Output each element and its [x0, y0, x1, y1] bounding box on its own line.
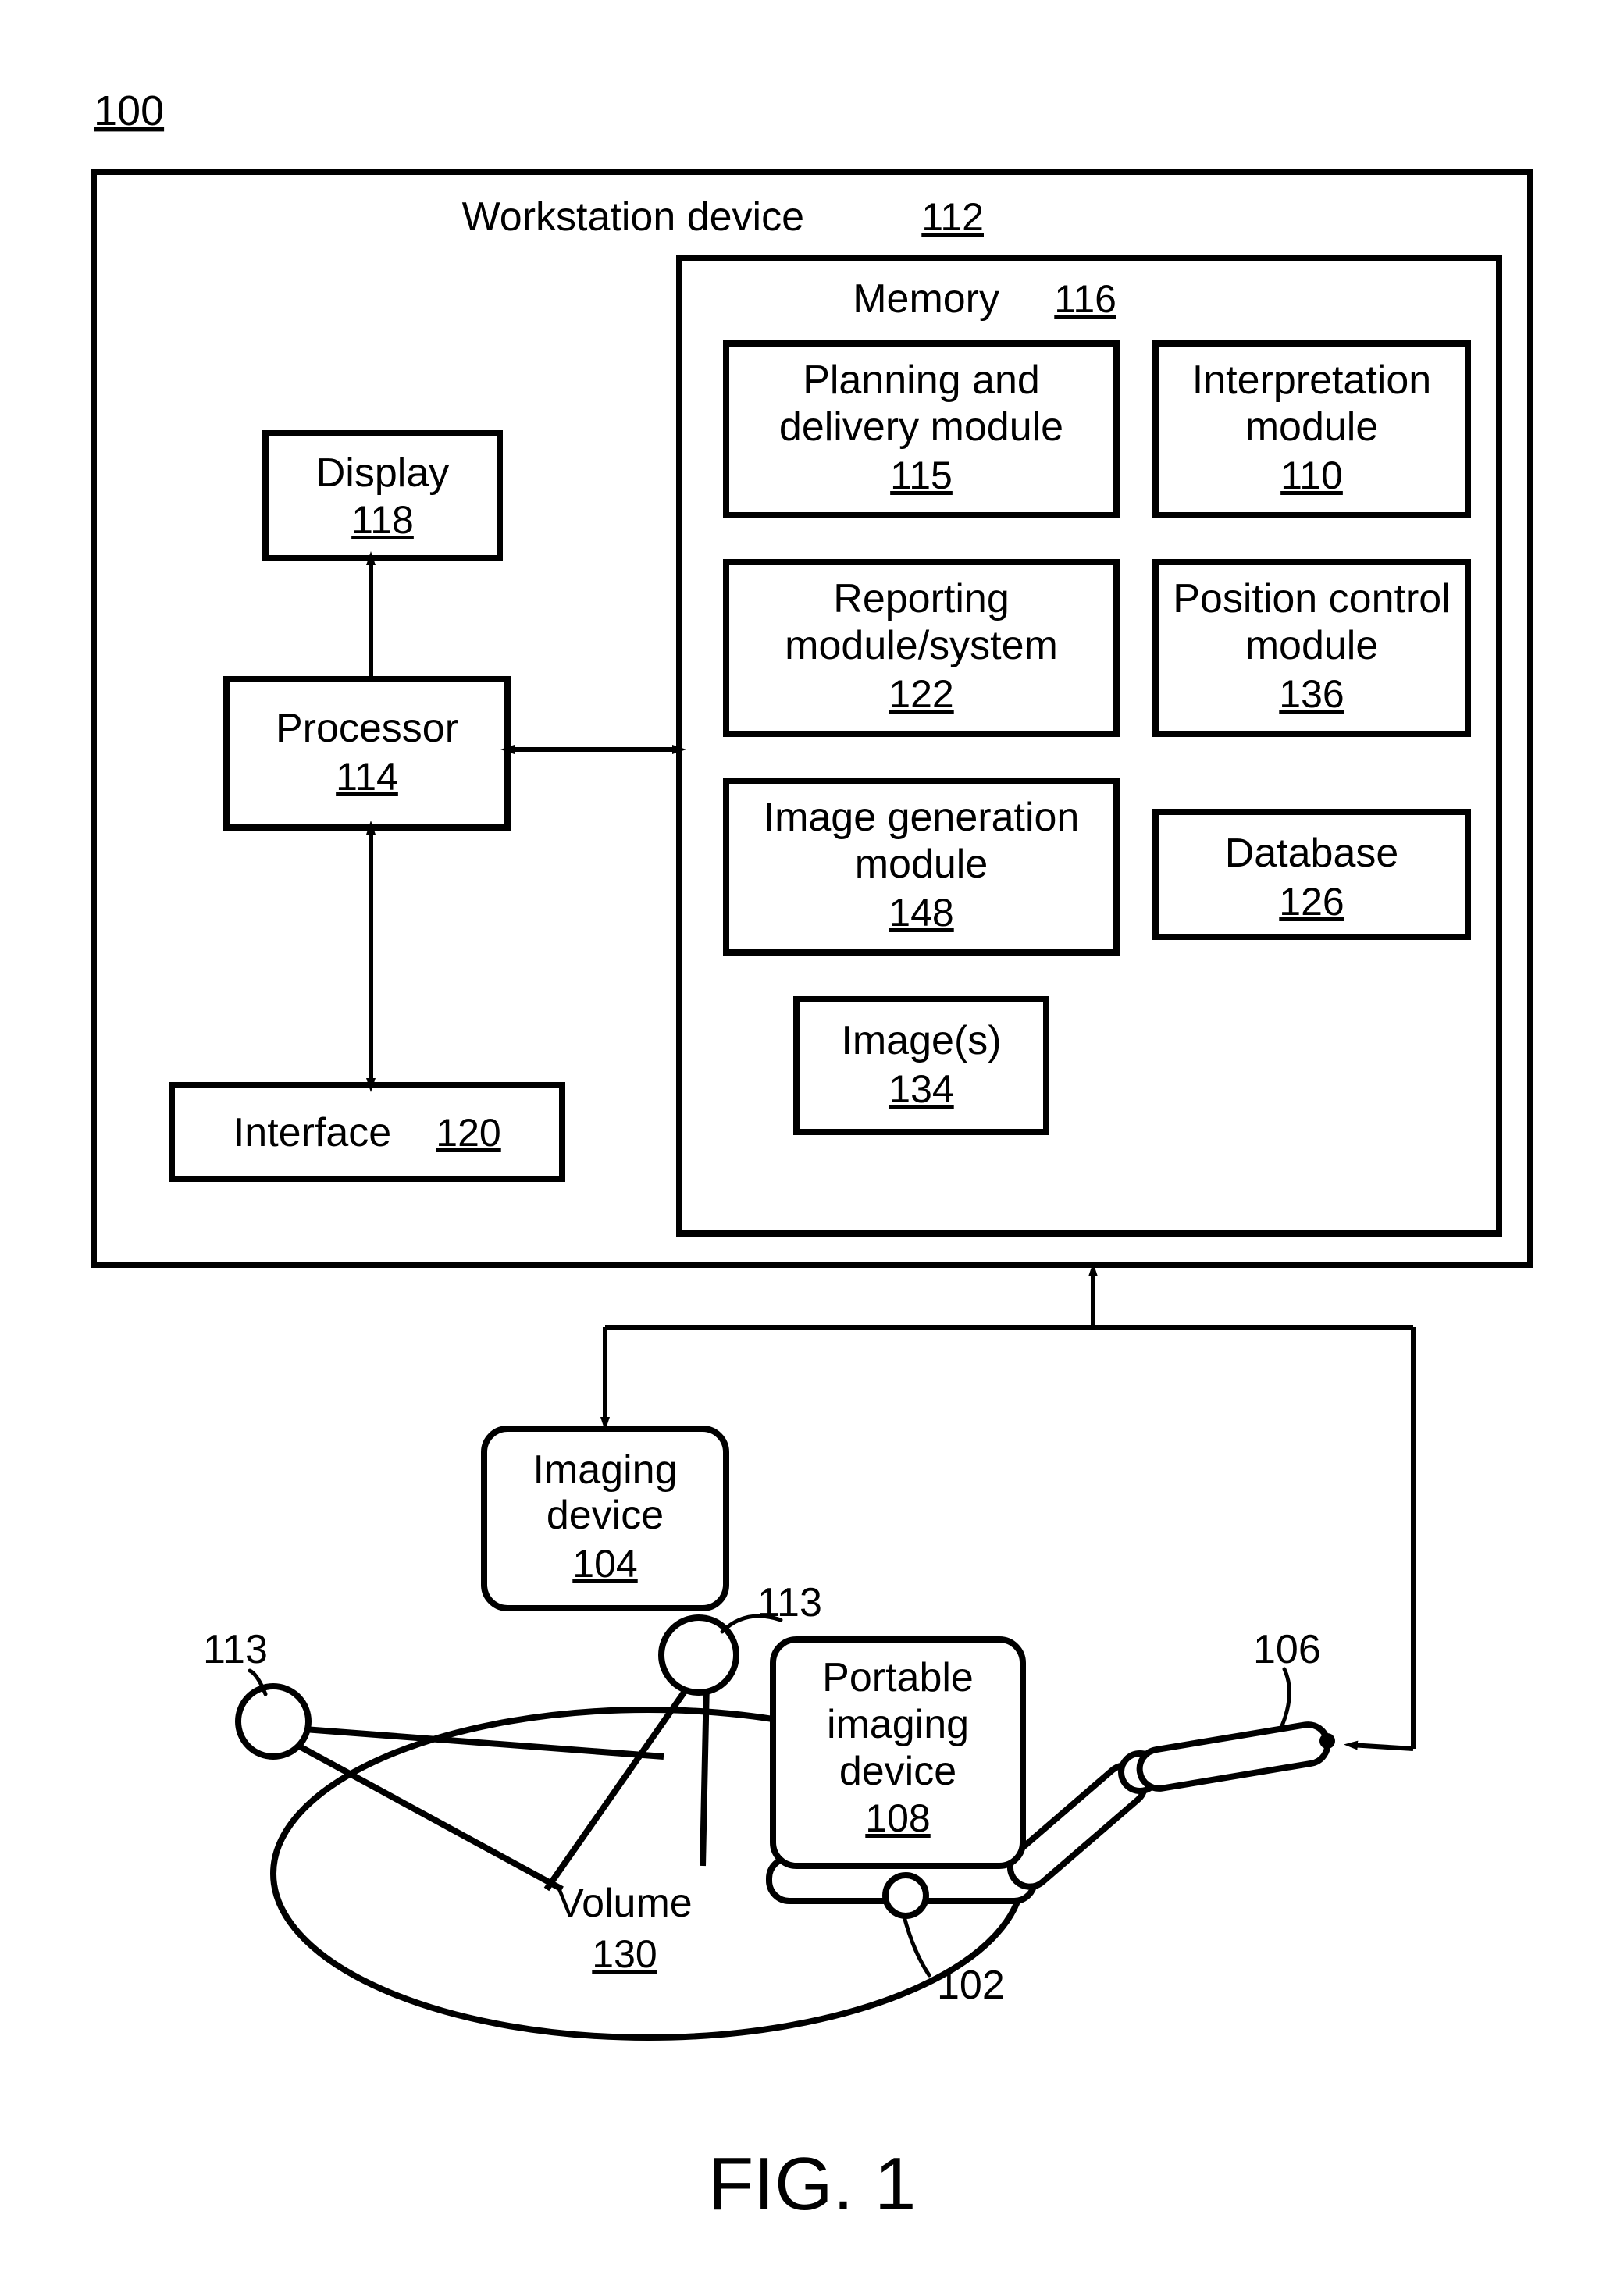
mem-imggen-label1: Image generation — [764, 795, 1080, 840]
mem-interp-label1: Interpretation — [1192, 358, 1431, 403]
memory-title: Memory — [853, 276, 999, 322]
processor-num: 114 — [336, 755, 398, 799]
imaging-l2: device — [547, 1493, 664, 1538]
volume-label: Volume — [557, 1881, 692, 1926]
ref-100: 100 — [94, 87, 164, 134]
leg-113-right-b — [703, 1682, 707, 1866]
mem-planning-label1: Planning and — [803, 358, 1040, 403]
volume-num: 130 — [592, 1932, 657, 1976]
label-113-left: 113 — [203, 1627, 268, 1672]
label-106: 106 — [1253, 1627, 1321, 1672]
arm-seg-2 — [1137, 1721, 1330, 1791]
mem-poscontrol-num: 136 — [1279, 672, 1344, 716]
sensor-113-left — [238, 1686, 308, 1757]
display-label: Display — [316, 450, 450, 496]
leader-106 — [1280, 1669, 1289, 1729]
mem-images-num: 134 — [889, 1067, 953, 1111]
mem-database-label1: Database — [1225, 831, 1399, 876]
arm-joint-0 — [885, 1875, 926, 1916]
mem-reporting-label2: module/system — [785, 623, 1058, 668]
arrow-into-arm — [1351, 1745, 1413, 1749]
workstation-num: 112 — [921, 195, 984, 239]
interface-num: 120 — [436, 1111, 500, 1155]
portable-l2: imaging — [827, 1702, 969, 1747]
mem-interp-label2: module — [1245, 404, 1379, 450]
portable-l1: Portable — [822, 1655, 974, 1700]
label-102: 102 — [937, 1963, 1005, 2008]
interface-label: Interface — [233, 1110, 391, 1155]
figure-label: FIG. 1 — [708, 2142, 917, 2226]
mem-reporting-label1: Reporting — [833, 576, 1009, 621]
mem-planning-num: 115 — [890, 454, 953, 497]
mem-planning-label2: delivery module — [779, 404, 1063, 450]
mem-interp-num: 110 — [1280, 454, 1343, 497]
mem-database-num: 126 — [1279, 880, 1344, 924]
mem-poscontrol-label2: module — [1245, 623, 1379, 668]
imaging-l1: Imaging — [533, 1447, 678, 1493]
display-num: 118 — [351, 498, 414, 542]
mem-imggen-label2: module — [855, 842, 988, 887]
workstation-title: Workstation device — [462, 194, 804, 240]
portable-num: 108 — [865, 1796, 930, 1840]
label-113-right: 113 — [757, 1580, 822, 1625]
mem-images-label1: Image(s) — [841, 1018, 1001, 1063]
mem-poscontrol-label1: Position control — [1173, 576, 1451, 621]
processor-label: Processor — [276, 706, 458, 751]
arm-endcap — [1320, 1733, 1335, 1749]
portable-l3: device — [839, 1749, 956, 1794]
imaging-num: 104 — [572, 1542, 637, 1586]
mem-imggen-num: 148 — [889, 891, 953, 934]
processor-box — [226, 679, 508, 828]
memory-num: 116 — [1054, 277, 1116, 321]
mem-reporting-num: 122 — [889, 672, 953, 716]
